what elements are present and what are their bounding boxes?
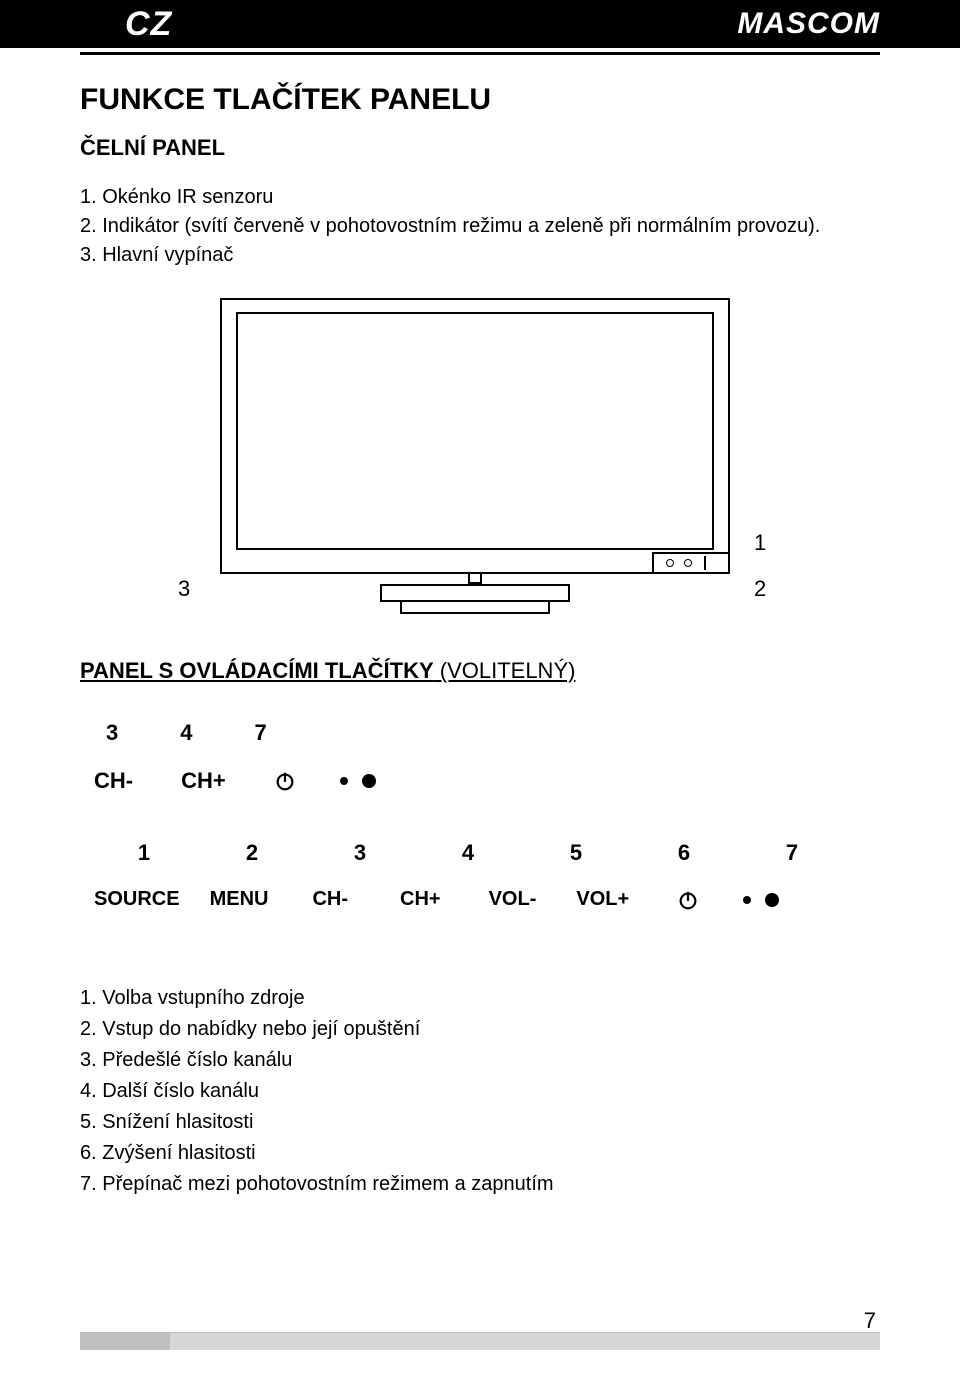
callout-2: 2 — [754, 576, 766, 602]
tv-base-upper — [380, 584, 570, 602]
footer-bar — [0, 1332, 960, 1360]
ch-minus-label: CH- — [312, 888, 348, 911]
ir-window-icon — [666, 559, 674, 567]
num-label: 3 — [106, 720, 118, 746]
menu-label: MENU — [210, 888, 269, 911]
list-item: 4. Další číslo kanálu — [80, 1076, 880, 1107]
list-item: 2. Vstup do nabídky nebo její opuštění — [80, 1014, 880, 1045]
short-panel-labels: CH- CH+ — [80, 768, 880, 794]
list-item: 7. Přepínač mezi pohotovostním režimem a… — [80, 1169, 880, 1200]
page-content: FUNKCE TLAČÍTEK PANELU ČELNÍ PANEL 1. Ok… — [0, 55, 960, 1200]
list-item: 3. Hlavní vypínač — [80, 241, 880, 270]
source-label: SOURCE — [94, 888, 180, 911]
control-panel-list: 1. Volba vstupního zdroje 2. Vstup do na… — [80, 983, 880, 1200]
led-indicator-icon — [684, 559, 692, 567]
ch-plus-label: CH+ — [400, 888, 441, 911]
callout-1: 1 — [754, 530, 766, 556]
power-icon — [274, 770, 296, 792]
tv-base-lower — [400, 602, 550, 614]
tv-screen — [236, 312, 714, 550]
num-label: 5 — [566, 840, 586, 866]
dot-large-icon — [362, 774, 376, 788]
long-panel-labels: SOURCE MENU CH- CH+ VOL- VOL+ — [80, 888, 880, 911]
num-label: 1 — [134, 840, 154, 866]
tv-neck — [468, 574, 482, 584]
list-item: 6. Zvýšení hlasitosti — [80, 1138, 880, 1169]
vol-minus-label: VOL- — [489, 888, 537, 911]
header-bar: CZ MASCOM — [0, 0, 960, 48]
brand-label: MASCOM — [737, 7, 880, 41]
list-item: 3. Předešlé číslo kanálu — [80, 1045, 880, 1076]
lang-label: CZ — [125, 5, 172, 44]
indicator-divider — [704, 556, 706, 570]
callout-3: 3 — [178, 576, 190, 602]
num-label: 3 — [350, 840, 370, 866]
page-title: FUNKCE TLAČÍTEK PANELU — [80, 83, 880, 117]
control-panel-heading: PANEL S OVLÁDACÍMI TLAČÍTKY (VOLITELNÝ) — [80, 658, 880, 684]
heading-bold: PANEL S OVLÁDACÍMI TLAČÍTKY — [80, 658, 434, 683]
power-group — [274, 770, 376, 792]
list-item: 1. Okénko IR senzoru — [80, 183, 880, 212]
subtitle-front-panel: ČELNÍ PANEL — [80, 135, 880, 161]
num-label: 4 — [458, 840, 478, 866]
vol-plus-label: VOL+ — [576, 888, 629, 911]
long-panel-numbers: 1 2 3 4 5 6 7 — [80, 840, 880, 866]
num-label: 7 — [255, 720, 267, 746]
list-item: 1. Volba vstupního zdroje — [80, 983, 880, 1014]
front-panel-list: 1. Okénko IR senzoru 2. Indikátor (svítí… — [80, 183, 880, 270]
ch-plus-label: CH+ — [181, 768, 226, 794]
ch-minus-label: CH- — [94, 768, 133, 794]
page-number: 7 — [864, 1308, 876, 1334]
num-label: 7 — [782, 840, 802, 866]
heading-optional: (VOLITELNÝ) — [434, 658, 576, 683]
dot-large-icon — [765, 893, 779, 907]
footer-stripe — [80, 1332, 880, 1350]
power-group — [677, 889, 779, 911]
dot-small-icon — [340, 777, 348, 785]
list-item: 2. Indikátor (svítí červeně v pohotovost… — [80, 212, 880, 241]
tv-diagram: 3 1 2 — [90, 298, 870, 618]
power-icon — [677, 889, 699, 911]
num-label: 4 — [180, 720, 192, 746]
num-label: 2 — [242, 840, 262, 866]
short-panel-numbers: 3 4 7 — [80, 720, 880, 746]
footer-tab — [80, 1332, 170, 1350]
list-item: 5. Snížení hlasitosti — [80, 1107, 880, 1138]
dot-small-icon — [743, 896, 751, 904]
num-label: 6 — [674, 840, 694, 866]
